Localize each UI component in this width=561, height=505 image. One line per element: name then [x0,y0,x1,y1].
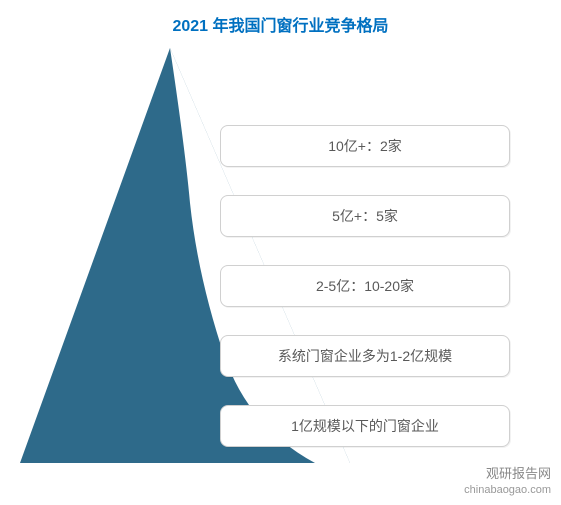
chart-title: 2021 年我国门窗行业竞争格局 [0,0,561,36]
tier-box-4: 系统门窗企业多为1-2亿规模 [220,335,510,377]
tier-box-1: 10亿+：2家 [220,125,510,167]
tier-box-3: 2-5亿：10-20家 [220,265,510,307]
tier-box-2: 5亿+：5家 [220,195,510,237]
tier-box-5: 1亿规模以下的门窗企业 [220,405,510,447]
tier-boxes-container: 10亿+：2家 5亿+：5家 2-5亿：10-20家 系统门窗企业多为1-2亿规… [220,125,510,475]
watermark-url: chinabaogao.com [464,483,551,497]
watermark-brand: 观研报告网 [464,466,551,483]
watermark: 观研报告网 chinabaogao.com [464,466,551,497]
